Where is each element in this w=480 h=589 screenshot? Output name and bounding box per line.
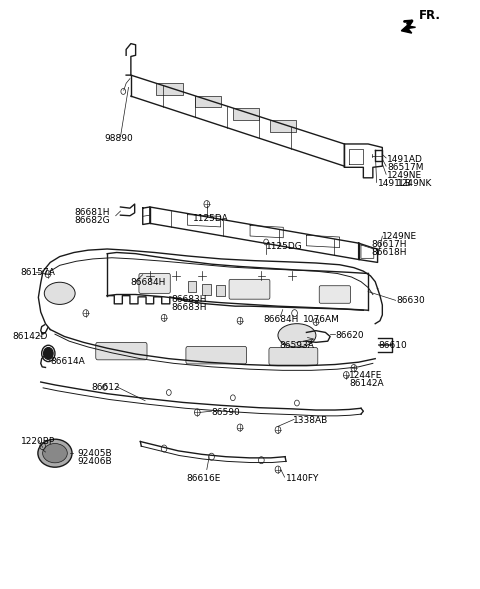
Text: 1125DG: 1125DG bbox=[266, 242, 303, 251]
Text: 86142D: 86142D bbox=[12, 332, 48, 341]
Text: 1249NE: 1249NE bbox=[387, 171, 422, 180]
Ellipse shape bbox=[278, 324, 316, 347]
Text: 1140FY: 1140FY bbox=[286, 474, 319, 483]
Text: 86683H: 86683H bbox=[171, 294, 207, 304]
Text: 86620: 86620 bbox=[335, 331, 363, 340]
Text: 86157A: 86157A bbox=[21, 268, 56, 277]
FancyBboxPatch shape bbox=[186, 346, 247, 364]
Ellipse shape bbox=[38, 439, 72, 467]
Text: FR.: FR. bbox=[420, 9, 441, 22]
Text: 1249NE: 1249NE bbox=[383, 231, 418, 241]
Text: 86682G: 86682G bbox=[74, 217, 109, 226]
Bar bbox=[233, 108, 260, 120]
Bar bbox=[195, 96, 221, 107]
Text: 86681H: 86681H bbox=[74, 209, 109, 217]
FancyBboxPatch shape bbox=[229, 279, 270, 299]
Circle shape bbox=[44, 348, 53, 359]
Text: 86684H: 86684H bbox=[130, 279, 165, 287]
Text: 86683H: 86683H bbox=[171, 303, 207, 312]
Text: 86684H: 86684H bbox=[264, 315, 299, 323]
Text: 86593A: 86593A bbox=[279, 341, 314, 350]
Ellipse shape bbox=[44, 282, 75, 305]
Bar bbox=[156, 84, 182, 95]
Text: 1076AM: 1076AM bbox=[303, 315, 340, 323]
Bar bbox=[216, 285, 225, 296]
Text: 86618H: 86618H bbox=[371, 248, 407, 257]
Text: 86612: 86612 bbox=[91, 383, 120, 392]
Text: 86590: 86590 bbox=[212, 408, 240, 417]
Polygon shape bbox=[401, 21, 416, 33]
Text: 1491LB: 1491LB bbox=[378, 179, 411, 188]
Text: 86614A: 86614A bbox=[50, 356, 85, 366]
Text: 1249NK: 1249NK bbox=[396, 179, 432, 188]
FancyBboxPatch shape bbox=[269, 348, 318, 365]
Text: 86517M: 86517M bbox=[387, 163, 423, 172]
Bar bbox=[270, 120, 296, 131]
FancyBboxPatch shape bbox=[139, 273, 170, 293]
Text: 92406B: 92406B bbox=[78, 457, 112, 466]
Text: 1338AB: 1338AB bbox=[293, 416, 328, 425]
Text: 1125DA: 1125DA bbox=[192, 214, 228, 223]
Text: 86142A: 86142A bbox=[349, 379, 384, 388]
FancyBboxPatch shape bbox=[319, 286, 350, 303]
Text: 86610: 86610 bbox=[379, 341, 408, 350]
Text: 1244FE: 1244FE bbox=[349, 370, 383, 379]
FancyBboxPatch shape bbox=[96, 342, 147, 360]
Text: 86617H: 86617H bbox=[371, 240, 407, 249]
Bar bbox=[188, 281, 196, 292]
Text: 86616E: 86616E bbox=[186, 474, 220, 483]
Text: 1220BP: 1220BP bbox=[21, 437, 55, 446]
Text: 98890: 98890 bbox=[105, 134, 133, 143]
Text: 1491AD: 1491AD bbox=[387, 155, 423, 164]
Bar bbox=[202, 284, 211, 294]
Text: 92405B: 92405B bbox=[78, 449, 112, 458]
Ellipse shape bbox=[43, 444, 67, 463]
Text: 86630: 86630 bbox=[396, 296, 425, 305]
